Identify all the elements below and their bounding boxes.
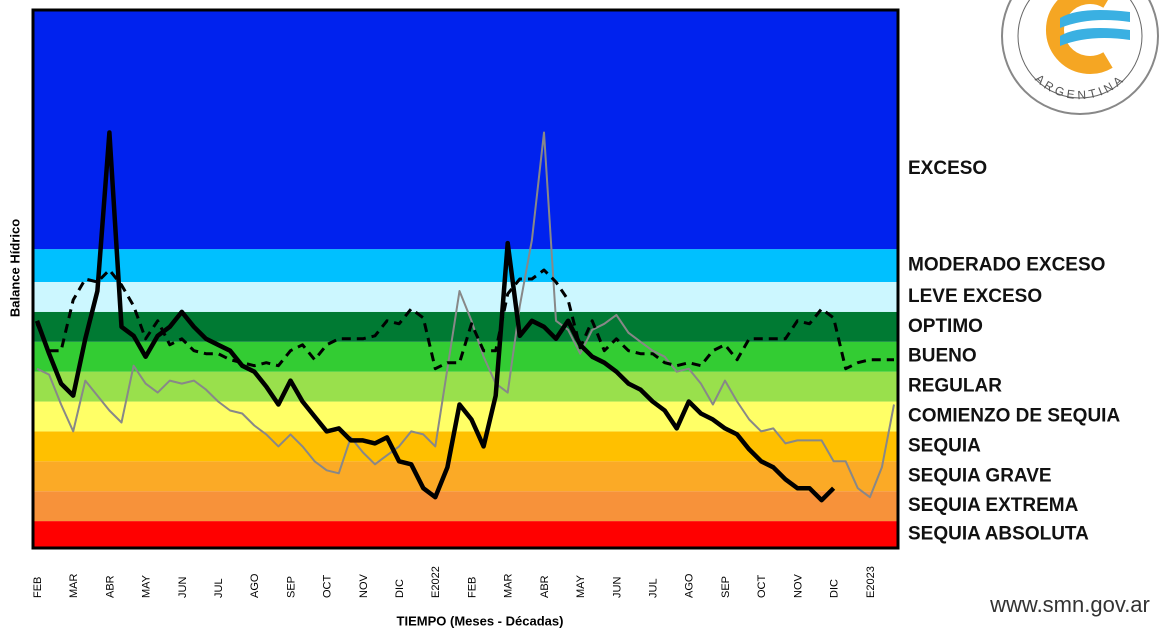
footer-url: www.smn.gov.ar [989,592,1150,617]
band-label: BUENO [908,346,977,367]
band-label: EXCESO [908,158,987,179]
x-tick-label: AGO [684,573,696,598]
series-line [35,268,894,371]
band-label: SEQUIA [908,435,981,456]
x-tick-label: JUN [177,577,189,598]
x-tick-label: FEB [32,577,44,598]
logo-waves [1060,10,1130,46]
band [33,461,898,492]
x-tick-label: OCT [756,575,768,599]
x-tick-label: MAR [68,574,80,599]
plot-frame [31,8,900,550]
x-axis-label: TIEMPO (Meses - Décadas) [397,613,564,628]
x-tick-label: JUL [647,578,659,598]
x-tick-label: OCT [322,575,334,599]
y-axis-label: Balance Hídrico [7,219,22,317]
logo-ring [1017,0,1143,99]
x-tick-label: NOV [792,574,804,599]
x-tick-label: JUN [611,577,623,598]
x-tick-label: MAY [575,574,587,598]
x-tick-label: ABR [104,575,116,598]
x-tick-label: JUL [213,578,225,598]
band-label: LEVE EXCESO [908,286,1042,307]
x-tick-label: MAR [503,574,515,599]
band [33,249,898,282]
band-label: SEQUIA GRAVE [908,465,1052,486]
band-label: SEQUIA EXTREMA [908,495,1079,516]
band-label: REGULAR [908,376,1002,397]
band-label: SEQUIA ABSOLUTA [908,524,1089,545]
series-line [34,130,836,503]
x-tick-label: FEB [466,577,478,598]
x-tick-label: MAY [141,574,153,598]
band [33,341,898,372]
band [33,491,898,522]
band [33,311,898,342]
series-line [36,131,895,499]
band-label: OPTIMO [908,316,983,337]
band [33,521,898,548]
x-tick-label: E2023 [865,566,877,598]
x-tick-label: DIC [829,579,841,598]
x-tick-label: SEP [285,576,297,598]
band [33,10,898,250]
band [33,401,898,432]
x-tick-label: AGO [249,573,261,598]
band [33,371,898,402]
x-tick-label: ABR [539,575,551,598]
band [33,431,898,462]
x-tick-label: NOV [358,574,370,599]
x-tick-label: SEP [720,576,732,598]
band-label: MODERADO EXCESO [908,255,1105,276]
x-tick-label: DIC [394,579,406,598]
x-tick-label: E2022 [430,566,442,598]
logo-sun [1045,0,1113,74]
logo: ARGENTINA [1001,0,1159,115]
band-label: COMIENZO DE SEQUIA [908,406,1120,427]
